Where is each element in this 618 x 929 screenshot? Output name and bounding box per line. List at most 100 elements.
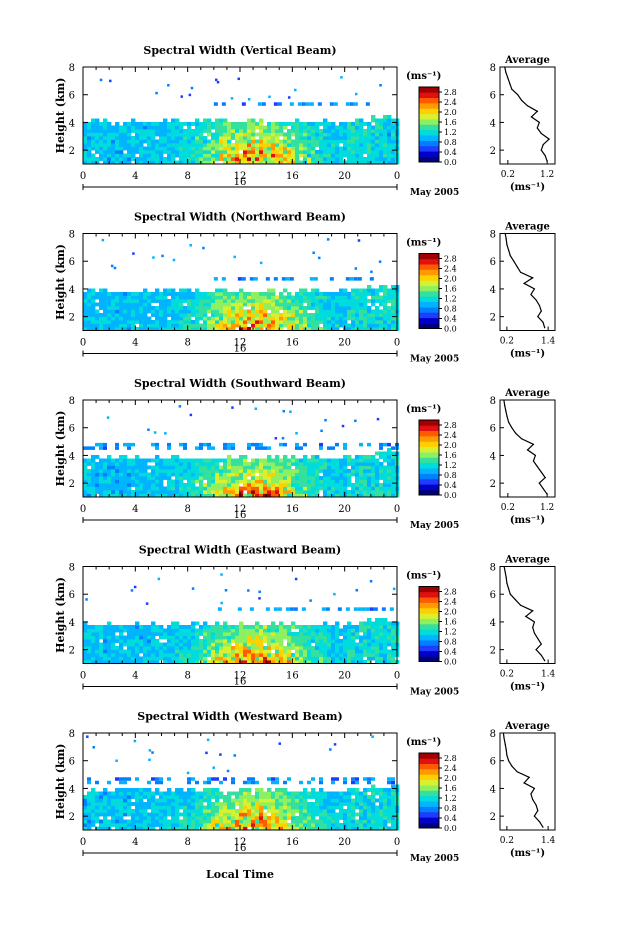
heatmap-cell <box>119 483 124 487</box>
heatmap-cell <box>199 146 204 151</box>
average-profile-point <box>520 271 522 273</box>
average-profile-point <box>504 232 506 235</box>
heatmap-cell <box>231 632 236 636</box>
heatmap-cell <box>289 410 292 414</box>
heatmap-cell <box>267 788 272 792</box>
heatmap-cell <box>331 483 336 487</box>
heatmap-cell <box>315 136 320 140</box>
heatmap-cell <box>391 320 396 324</box>
heatmap-cell <box>367 483 372 487</box>
heatmap-cell <box>351 288 356 293</box>
heatmap-cell <box>343 462 348 466</box>
heatmap-cell <box>171 795 176 799</box>
heatmap-cell <box>391 299 396 303</box>
heatmap-cell <box>351 146 356 151</box>
heatmap-cell <box>359 153 364 158</box>
heatmap-cell <box>295 313 300 317</box>
heatmap-cell <box>387 309 392 314</box>
heatmap-cell <box>219 288 224 293</box>
heatmap-cell <box>135 455 140 459</box>
average-y-tick-label: 4 <box>490 285 496 296</box>
heatmap-cell <box>297 102 302 106</box>
heatmap-cell <box>279 157 284 161</box>
heatmap-cell <box>303 153 308 158</box>
heatmap-cell <box>175 129 180 133</box>
heatmap-cell <box>195 150 200 154</box>
colorbar-segment <box>419 323 439 327</box>
heatmap-cell <box>283 309 288 314</box>
heatmap-cell <box>219 819 224 824</box>
heatmap-cell <box>219 795 224 799</box>
heatmap-cell <box>223 642 228 647</box>
heatmap-cell <box>243 483 248 487</box>
heatmap-cell <box>143 802 148 806</box>
heatmap-cell <box>367 122 372 126</box>
heatmap-cell <box>191 132 196 137</box>
heatmap-cell <box>387 448 392 452</box>
x-tick-label: 0 <box>80 171 86 182</box>
average-profile-point <box>525 615 527 617</box>
heatmap-cell <box>207 446 211 450</box>
heatmap-cell <box>231 302 236 307</box>
heatmap-cell <box>227 316 232 321</box>
heatmap-cell <box>103 129 108 133</box>
heatmap-cell <box>123 625 128 629</box>
heatmap-cell <box>115 442 119 447</box>
heatmap-cell <box>271 639 276 643</box>
heatmap-cell <box>119 646 124 650</box>
heatmap-cell <box>207 805 212 810</box>
heatmap-cell <box>333 102 338 106</box>
heatmap-cell <box>147 428 150 432</box>
heatmap-cell <box>351 125 356 130</box>
heatmap-cell <box>268 95 271 99</box>
heatmap-cell <box>195 160 200 165</box>
heatmap-cell <box>111 642 116 647</box>
heatmap-cell <box>277 607 282 611</box>
colorbar-segment <box>419 87 439 90</box>
heatmap-cell <box>299 479 304 484</box>
heatmap-cell <box>151 639 156 643</box>
heatmap-cell <box>127 798 132 803</box>
heatmap-cell <box>299 486 304 491</box>
heatmap-cell <box>327 479 332 484</box>
average-x-tick-label: 1.2 <box>540 170 554 180</box>
heatmap-cell <box>231 309 236 314</box>
heatmap-cell <box>323 465 328 470</box>
heatmap-cell <box>215 462 220 466</box>
heatmap-cell <box>155 660 160 664</box>
heatmap-cell <box>111 125 116 130</box>
heatmap-cell <box>311 146 316 151</box>
heatmap-cell <box>315 153 320 158</box>
heatmap-cell <box>163 132 168 137</box>
heatmap-cell <box>331 490 336 494</box>
heatmap-cell <box>263 299 268 303</box>
heatmap-cell <box>135 493 140 498</box>
heatmap-cell <box>175 632 180 636</box>
heatmap-cell <box>167 83 170 87</box>
heatmap-cell <box>159 809 164 813</box>
heatmap-cell <box>179 639 184 643</box>
heatmap-cell <box>199 323 204 328</box>
heatmap-cell <box>131 462 136 466</box>
heatmap-cell <box>159 823 164 827</box>
panel-title: Spectral Width (Southward Beam) <box>134 377 346 390</box>
y-tick-label: 4 <box>69 451 75 462</box>
heatmap-cell <box>127 146 132 151</box>
heatmap-cell <box>311 136 316 140</box>
heatmap-cell <box>175 816 180 820</box>
heatmap-cell <box>365 607 370 611</box>
heatmap-cell <box>167 125 172 130</box>
heatmap-cell <box>339 660 344 664</box>
heatmap-cell <box>143 795 148 799</box>
heatmap-cell <box>167 302 172 307</box>
heatmap-cell <box>167 660 172 664</box>
heatmap-cell <box>127 143 132 147</box>
heatmap-cell <box>287 632 292 636</box>
heatmap-cell <box>199 157 204 161</box>
heatmap-cell <box>367 323 372 328</box>
heatmap-cell <box>247 469 252 473</box>
heatmap-cell <box>355 306 360 310</box>
colorbar-segment <box>419 159 439 163</box>
heatmap-cell <box>207 653 212 657</box>
heatmap-cell <box>135 635 140 640</box>
